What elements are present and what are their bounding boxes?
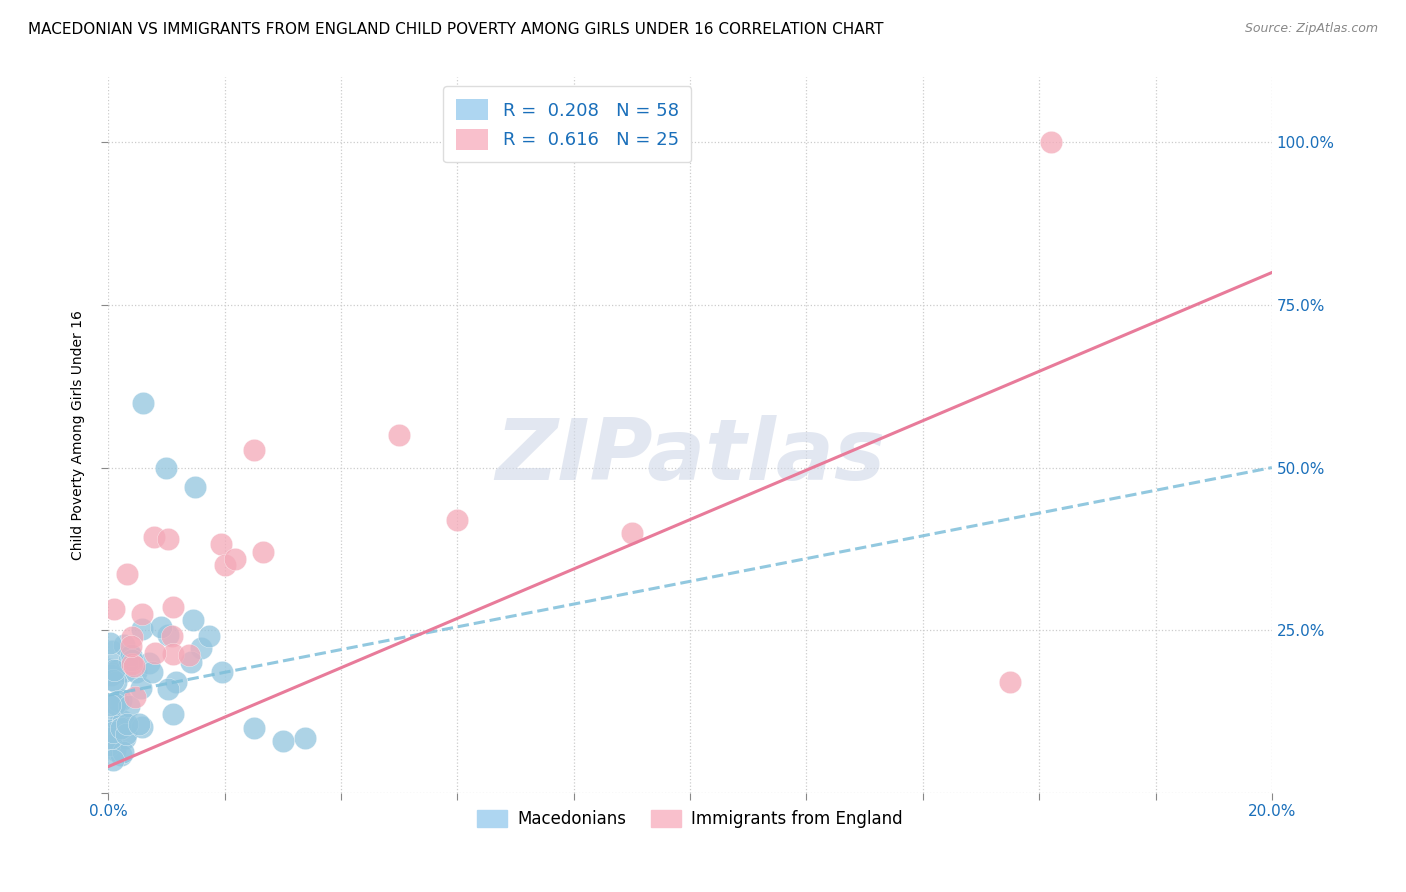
Point (198, 629, 221, 643)
Point (162, 706, 184, 721)
Point (129, 681, 152, 696)
Point (100, 723, 122, 738)
Point (104, 697, 127, 711)
Point (620, 525, 643, 540)
Point (110, 721, 132, 735)
Point (190, 641, 212, 656)
Point (150, 620, 173, 634)
Point (156, 628, 179, 642)
Point (105, 663, 128, 677)
Point (122, 659, 145, 673)
Y-axis label: Child Poverty Among Girls Under 16: Child Poverty Among Girls Under 16 (72, 310, 86, 560)
Point (97, 738, 120, 752)
Point (243, 442, 266, 457)
Point (117, 717, 139, 731)
Point (142, 530, 165, 544)
Point (181, 613, 204, 627)
Point (131, 607, 153, 622)
Point (103, 752, 125, 766)
Point (242, 721, 264, 735)
Point (224, 551, 246, 566)
Point (214, 558, 236, 572)
Point (162, 600, 184, 615)
Point (132, 395, 155, 409)
Legend: Macedonians, Immigrants from England: Macedonians, Immigrants from England (471, 803, 910, 834)
Point (110, 693, 132, 707)
Point (107, 694, 129, 708)
Point (104, 743, 127, 757)
Point (100, 635, 122, 649)
Text: MACEDONIAN VS IMMIGRANTS FROM ENGLAND CHILD POVERTY AMONG GIRLS UNDER 16 CORRELA: MACEDONIAN VS IMMIGRANTS FROM ENGLAND CH… (28, 22, 883, 37)
Point (155, 460, 177, 475)
Point (118, 699, 141, 714)
Point (112, 714, 135, 728)
Point (124, 665, 146, 679)
Point (143, 646, 166, 660)
Point (104, 675, 127, 690)
Point (131, 720, 153, 734)
Point (100, 667, 122, 681)
Point (121, 630, 143, 644)
Point (103, 663, 125, 677)
Text: Source: ZipAtlas.com: Source: ZipAtlas.com (1244, 22, 1378, 36)
Point (184, 480, 207, 494)
Point (128, 716, 150, 731)
Point (294, 731, 316, 745)
Point (120, 648, 142, 662)
Point (446, 512, 468, 526)
Point (112, 638, 135, 652)
Point (141, 665, 163, 679)
Point (107, 722, 129, 736)
Point (998, 675, 1021, 690)
Point (166, 674, 188, 689)
Point (101, 725, 124, 739)
Point (121, 653, 143, 667)
Point (162, 629, 184, 643)
Point (100, 710, 122, 724)
Point (107, 717, 129, 731)
Point (103, 673, 125, 687)
Point (271, 733, 294, 747)
Point (156, 532, 179, 546)
Point (110, 748, 132, 763)
Point (114, 665, 136, 679)
Point (209, 537, 232, 551)
Point (114, 731, 136, 746)
Point (98, 698, 121, 712)
Point (156, 681, 179, 696)
Point (111, 745, 134, 759)
Point (388, 428, 411, 442)
Point (121, 657, 143, 672)
Point (131, 622, 153, 636)
Point (98, 661, 121, 675)
Point (162, 647, 184, 661)
Point (138, 657, 160, 671)
Point (118, 648, 141, 663)
Point (115, 726, 138, 740)
Point (252, 545, 274, 559)
Point (124, 690, 146, 704)
Point (179, 648, 201, 663)
Point (103, 602, 125, 616)
Point (115, 566, 138, 581)
Point (101, 644, 124, 658)
Point (120, 639, 142, 653)
Point (118, 653, 141, 667)
Text: ZIPatlas: ZIPatlas (495, 415, 886, 498)
Point (180, 655, 202, 669)
Point (1039, 136, 1062, 150)
Point (211, 665, 233, 679)
Point (100, 731, 122, 746)
